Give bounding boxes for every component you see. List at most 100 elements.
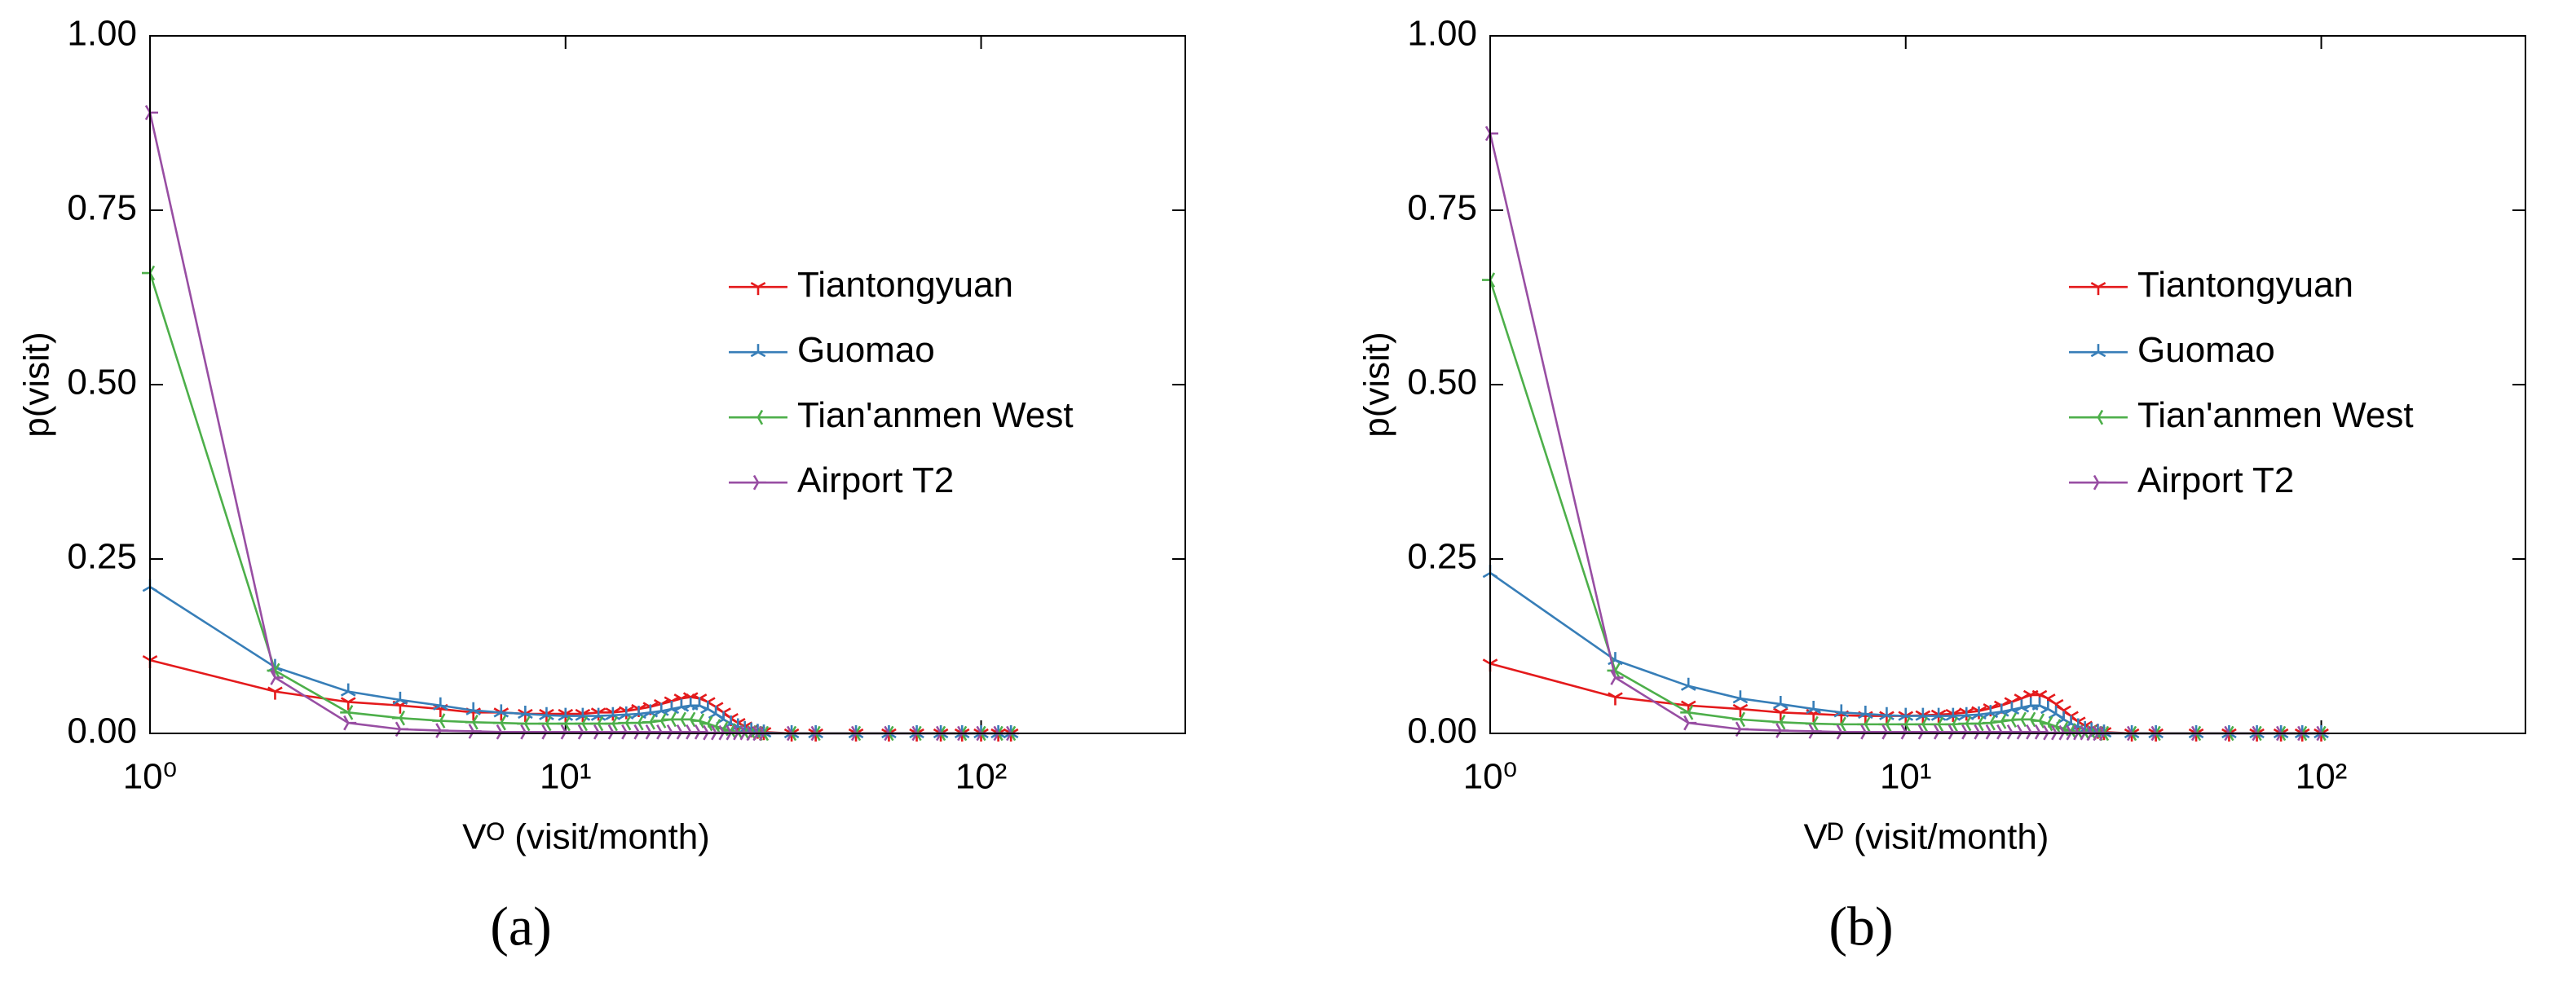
marker (1731, 711, 1746, 728)
y-tick-label: 0.75 (1407, 188, 1477, 228)
marker (1772, 707, 1789, 721)
marker (392, 691, 408, 706)
y-tick-label: 0.75 (67, 188, 137, 228)
marker (1857, 716, 1871, 733)
legend-label: Tiantongyuan (797, 265, 1013, 305)
marker (493, 704, 509, 718)
marker (574, 715, 588, 732)
marker (142, 265, 156, 281)
marker (1482, 272, 1496, 288)
marker (557, 715, 571, 732)
marker (1858, 706, 1873, 720)
marker (1970, 715, 1984, 732)
y-tick-label: 0.50 (67, 363, 137, 403)
x-tick-label: 10² (2296, 757, 2348, 797)
marker (340, 697, 356, 711)
marker (1914, 716, 1928, 733)
marker (1833, 704, 1850, 718)
marker (465, 702, 481, 715)
x-tick-label: 10¹ (1880, 757, 1932, 797)
marker (1958, 715, 1972, 732)
marker (1772, 696, 1789, 710)
marker (653, 713, 667, 728)
legend-marker (2090, 282, 2106, 296)
y-axis-label: p(visit) (1357, 332, 1397, 438)
x-axis-label: Vᴼ (visit/month) (462, 817, 710, 857)
legend-label: Airport T2 (797, 460, 954, 500)
marker (1610, 670, 1624, 685)
legend-label: Guomao (797, 330, 935, 370)
legend-marker (2093, 474, 2106, 491)
marker (1772, 714, 1786, 730)
marker (538, 715, 552, 732)
legend-marker (750, 409, 764, 425)
legend-label: Tiantongyuan (2137, 265, 2353, 305)
plot-frame (1489, 35, 2526, 734)
x-axis-label: Vᴰ (visit/month) (1804, 817, 2049, 857)
x-tick-label: 10⁰ (123, 757, 178, 797)
legend-label: Guomao (2137, 330, 2275, 370)
legend-label: Tian'anmen West (2137, 395, 2414, 435)
plot-frame (149, 35, 1186, 734)
marker (1806, 701, 1821, 715)
marker (432, 697, 448, 711)
marker (1732, 703, 1749, 718)
marker (492, 715, 506, 731)
legend-marker (2090, 409, 2104, 425)
marker (2003, 712, 2018, 728)
marker (391, 710, 406, 726)
marker (1944, 716, 1958, 733)
legend-marker (750, 282, 766, 296)
marker (465, 714, 479, 730)
series-line (149, 658, 1012, 735)
marker (1680, 705, 1694, 720)
marker (2048, 706, 2064, 720)
marker (1732, 690, 1749, 704)
x-tick-label: 10² (955, 757, 1008, 797)
marker (267, 686, 283, 700)
marker (630, 715, 644, 731)
marker (1608, 692, 1623, 706)
legend-marker (2090, 344, 2106, 358)
y-tick-label: 0.00 (67, 711, 137, 751)
marker (1805, 715, 1819, 732)
legend-marker (750, 344, 766, 358)
panel-caption: (a) (490, 896, 551, 957)
y-tick-label: 0.25 (67, 537, 137, 577)
marker (1833, 716, 1846, 733)
marker (432, 713, 446, 728)
legend-marker (752, 474, 766, 491)
x-tick-label: 10¹ (540, 757, 592, 797)
legend-label: Tian'anmen West (797, 395, 1074, 435)
marker (343, 715, 357, 731)
marker (691, 697, 708, 711)
marker (340, 683, 356, 697)
marker (663, 711, 677, 728)
marker (700, 701, 716, 715)
marker (468, 724, 482, 739)
marker (1683, 715, 1697, 731)
marker (2013, 711, 2027, 728)
panel-caption: (b) (1828, 896, 1893, 957)
marker (1680, 677, 1696, 691)
marker (2040, 701, 2056, 715)
marker (518, 706, 533, 720)
marker (708, 706, 724, 720)
marker (1930, 716, 1944, 733)
y-tick-label: 1.00 (1407, 14, 1477, 54)
marker (1993, 714, 2007, 729)
marker (642, 714, 655, 730)
y-axis-label: p(visit) (17, 332, 57, 438)
marker (1808, 724, 1822, 739)
marker (2031, 697, 2048, 711)
marker (673, 711, 686, 728)
panel: 0.00 0.25 0.50 0.75 1.00 10⁰ 10¹ 10² Vᴰ (visit/m… (1357, 14, 2526, 957)
y-tick-label: 0.50 (1407, 363, 1477, 403)
marker (604, 715, 618, 732)
marker (270, 670, 284, 685)
marker (1982, 715, 1996, 731)
legend-label: Airport T2 (2137, 460, 2294, 500)
panel: 0.00 0.25 0.50 0.75 1.00 10⁰ 10¹ 10² Vᴼ (visit/m… (17, 14, 1186, 957)
marker (1897, 716, 1911, 733)
